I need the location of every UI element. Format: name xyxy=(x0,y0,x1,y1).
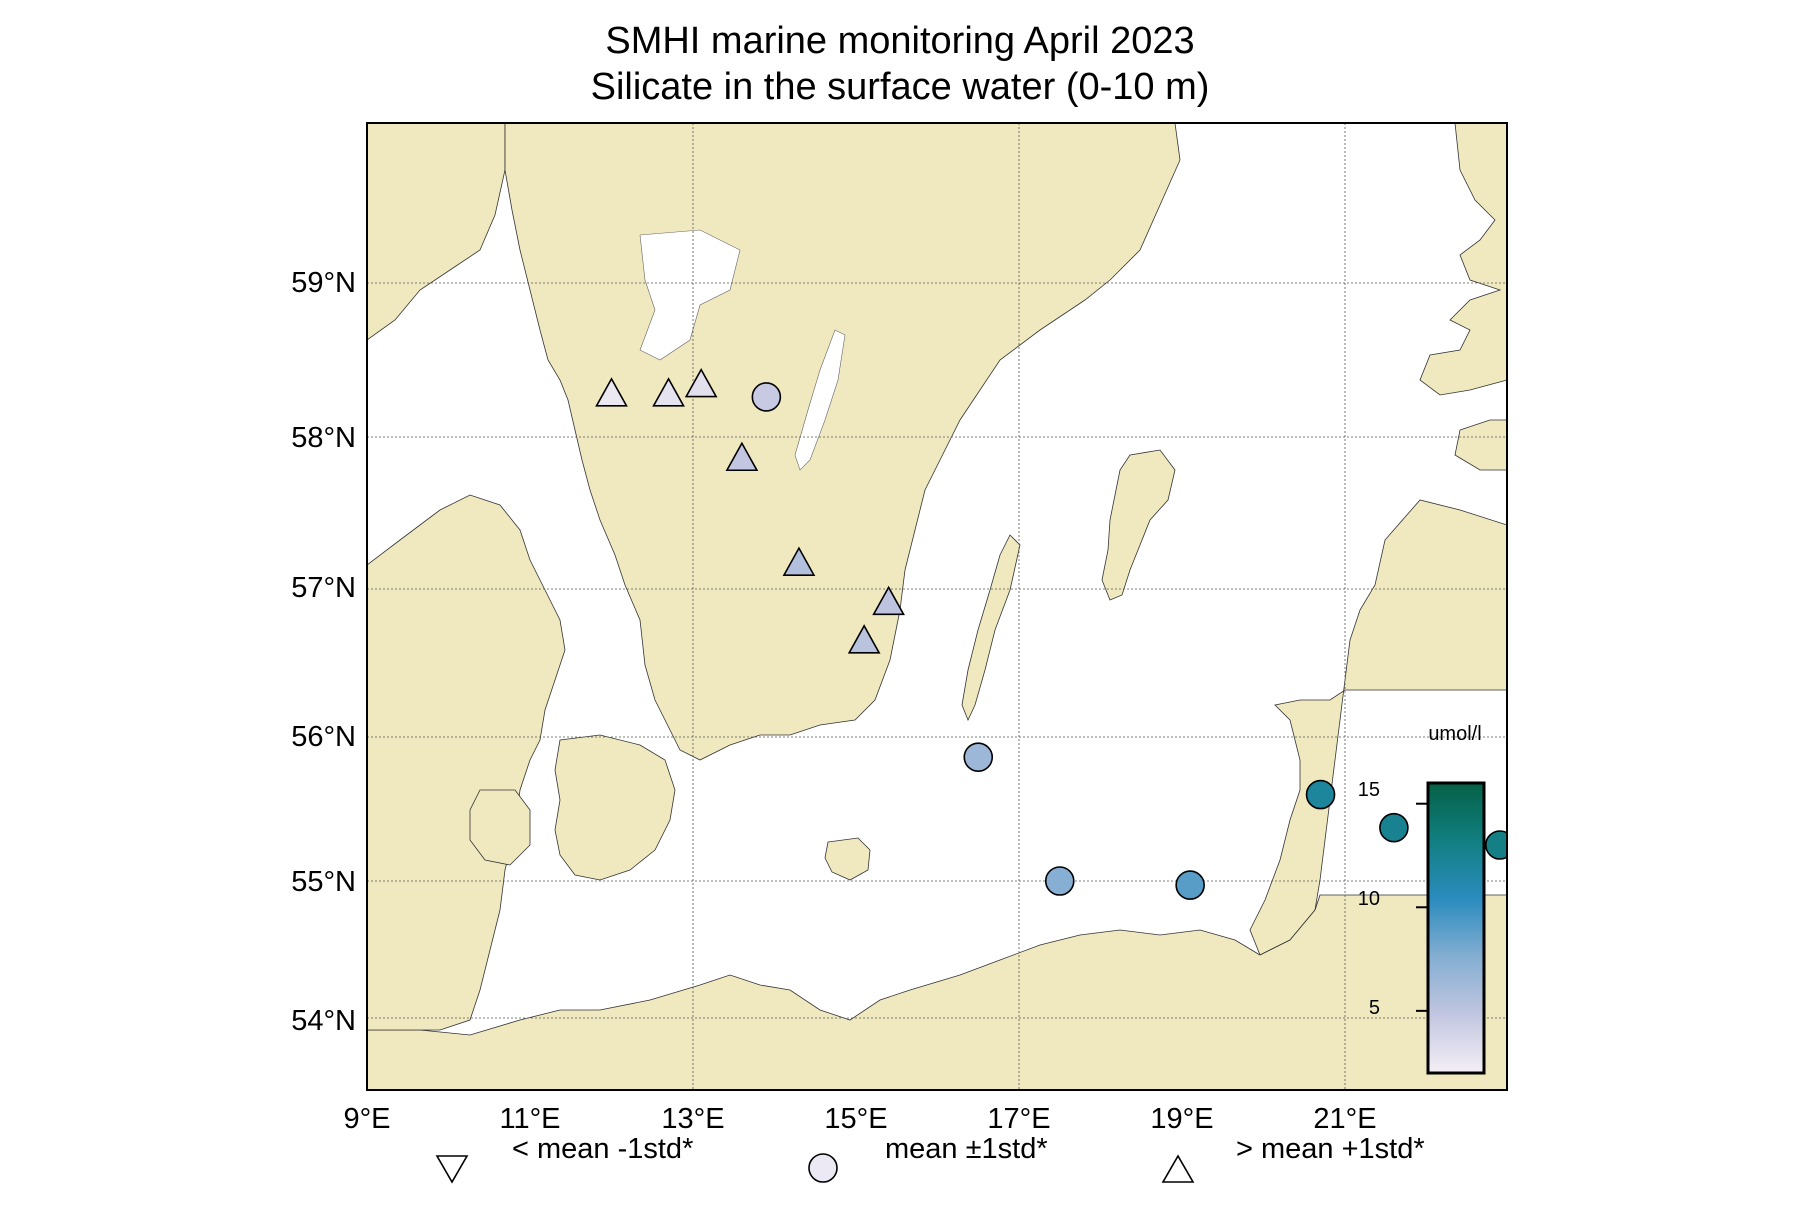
legend-circle-icon xyxy=(808,1153,838,1183)
station-markers xyxy=(595,367,1791,900)
land-oland xyxy=(961,534,1021,722)
station-marker-11 xyxy=(1175,870,1205,900)
station-marker-1 xyxy=(595,377,628,407)
land-finland xyxy=(1419,123,1507,396)
x-tick-21: 21°E xyxy=(1313,1103,1377,1135)
legend-label-below: < mean -1std* xyxy=(512,1133,694,1165)
station-marker-13 xyxy=(1379,812,1409,843)
map-frame xyxy=(366,122,1508,1091)
land-saaremaa xyxy=(1454,419,1507,471)
station-marker-9 xyxy=(963,742,994,772)
colorbar-ticks xyxy=(1416,802,1428,1012)
y-tick-56: 56°N xyxy=(291,721,356,753)
land-bornholm xyxy=(824,837,871,881)
station-marker-16 xyxy=(1763,558,1791,586)
station-marker-7 xyxy=(872,585,905,616)
lake-vanern xyxy=(639,229,741,361)
station-marker-12 xyxy=(1305,779,1336,810)
legend-label-above: > mean +1std* xyxy=(1236,1133,1425,1165)
station-marker-8 xyxy=(847,624,881,654)
station-marker-4 xyxy=(751,382,782,412)
title-line-1: SMHI marine monitoring April 2023 xyxy=(605,20,1195,62)
station-marker-3 xyxy=(684,367,718,398)
legend-triangle-down-icon xyxy=(435,1155,469,1184)
land-zealand xyxy=(554,734,676,881)
station-marker-15 xyxy=(1575,709,1605,736)
colorbar-tick-10: 10 xyxy=(1357,888,1380,910)
y-tick-59: 59°N xyxy=(291,267,356,299)
legend-label-mean: mean ±1std* xyxy=(885,1133,1048,1165)
land-gotland xyxy=(1101,449,1176,601)
y-tick-58: 58°N xyxy=(291,422,356,454)
x-tick-17: 17°E xyxy=(987,1103,1051,1135)
y-tick-57: 57°N xyxy=(291,572,356,604)
colorbar-tick-5: 5 xyxy=(1368,997,1380,1019)
land-funen xyxy=(469,789,531,866)
x-tick-15: 15°E xyxy=(824,1103,888,1135)
y-tick-55: 55°N xyxy=(291,866,356,898)
colorbar xyxy=(1426,781,1486,1075)
station-marker-14 xyxy=(1485,830,1507,860)
x-tick-11: 11°E xyxy=(499,1103,561,1135)
land-south-coast xyxy=(367,894,1507,1090)
land-jutland xyxy=(367,494,566,1031)
grid-lines xyxy=(367,123,1507,1090)
y-tick-54: 54°N xyxy=(291,1005,356,1037)
station-marker-6 xyxy=(782,546,816,576)
x-tick-9: 9°E xyxy=(343,1103,391,1135)
station-marker-10 xyxy=(1044,866,1075,896)
lake-vattern xyxy=(794,329,846,471)
colorbar-unit: umol/l xyxy=(1428,723,1482,745)
station-marker-5 xyxy=(725,441,759,472)
colorbar-tick-15: 15 xyxy=(1357,779,1380,801)
legend-triangle-up-icon xyxy=(1161,1154,1195,1183)
land-layer xyxy=(367,123,1507,1090)
x-tick-13: 13°E xyxy=(661,1103,725,1135)
title-line-2: Silicate in the surface water (0-10 m) xyxy=(590,66,1210,108)
station-marker-2 xyxy=(652,377,685,407)
x-tick-19: 19°E xyxy=(1150,1103,1214,1135)
chart-title: SMHI marine monitoring April 2023 Silica… xyxy=(0,18,1800,110)
